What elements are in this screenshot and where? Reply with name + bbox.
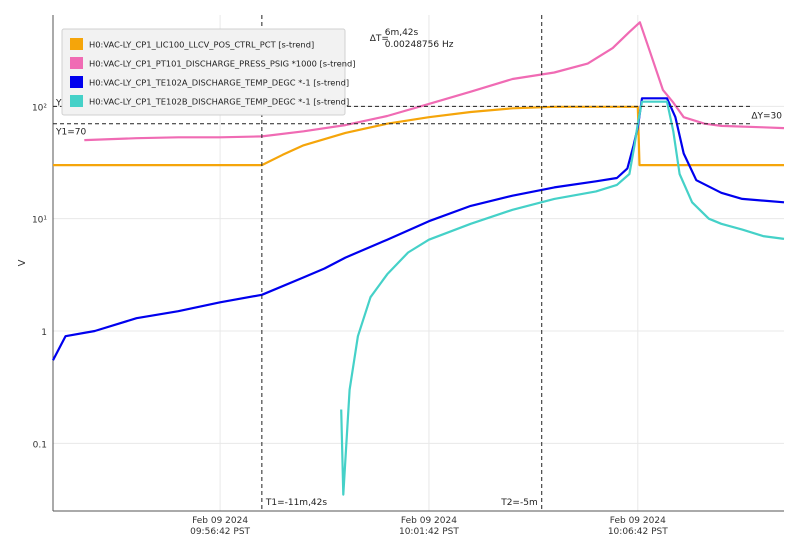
legend-swatch-1	[70, 38, 83, 50]
delta-y-label: ΔY=30	[751, 111, 782, 121]
x-tick-label: 10:06:42 PST	[608, 527, 668, 537]
y-axis-label: V	[17, 259, 28, 266]
delta-t-value: 6m,42s	[385, 28, 419, 38]
y-tick-label: 10¹	[32, 216, 47, 226]
t1-cursor-label: T1=-11m,42s	[265, 498, 328, 508]
x-tick-label: 10:01:42 PST	[399, 527, 459, 537]
series-line-2	[84, 21, 785, 142]
series-line-4	[340, 100, 785, 496]
legend-label-2: H0:VAC-LY_CP1_PT101_DISCHARGE_PRESS_PSIG…	[89, 59, 355, 69]
t2-cursor-label: T2=-5m	[500, 498, 538, 508]
legend-label-1: H0:VAC-LY_CP1_LIC100_LLCV_POS_CTRL_PCT […	[89, 40, 314, 50]
y1-cursor-label: Y1=70	[55, 128, 86, 138]
y-tick-label: 0.1	[33, 440, 47, 450]
y-tick-label: 10²	[32, 103, 47, 113]
x-tick-label: Feb 09 2024	[401, 516, 457, 526]
legend-label-3: H0:VAC-LY_CP1_TE102A_DISCHARGE_TEMP_DEGC…	[89, 78, 349, 88]
x-tick-label: Feb 09 2024	[610, 516, 666, 526]
series-line-3	[52, 97, 785, 361]
legend-box	[61, 28, 346, 116]
legend-swatch-3	[70, 76, 83, 88]
legend-swatch-4	[70, 95, 83, 107]
y-tick-label: 1	[41, 328, 47, 338]
legend-label-4: H0:VAC-LY_CP1_TE102B_DISCHARGE_TEMP_DEGC…	[89, 97, 349, 107]
legend-swatch-2	[70, 57, 83, 69]
x-tick-label: Feb 09 2024	[192, 516, 248, 526]
delta-t-frequency: 0.00248756 Hz	[385, 40, 454, 50]
x-tick-label: 09:56:42 PST	[190, 527, 250, 537]
delta-t-prefix: ΔT=	[370, 34, 389, 44]
